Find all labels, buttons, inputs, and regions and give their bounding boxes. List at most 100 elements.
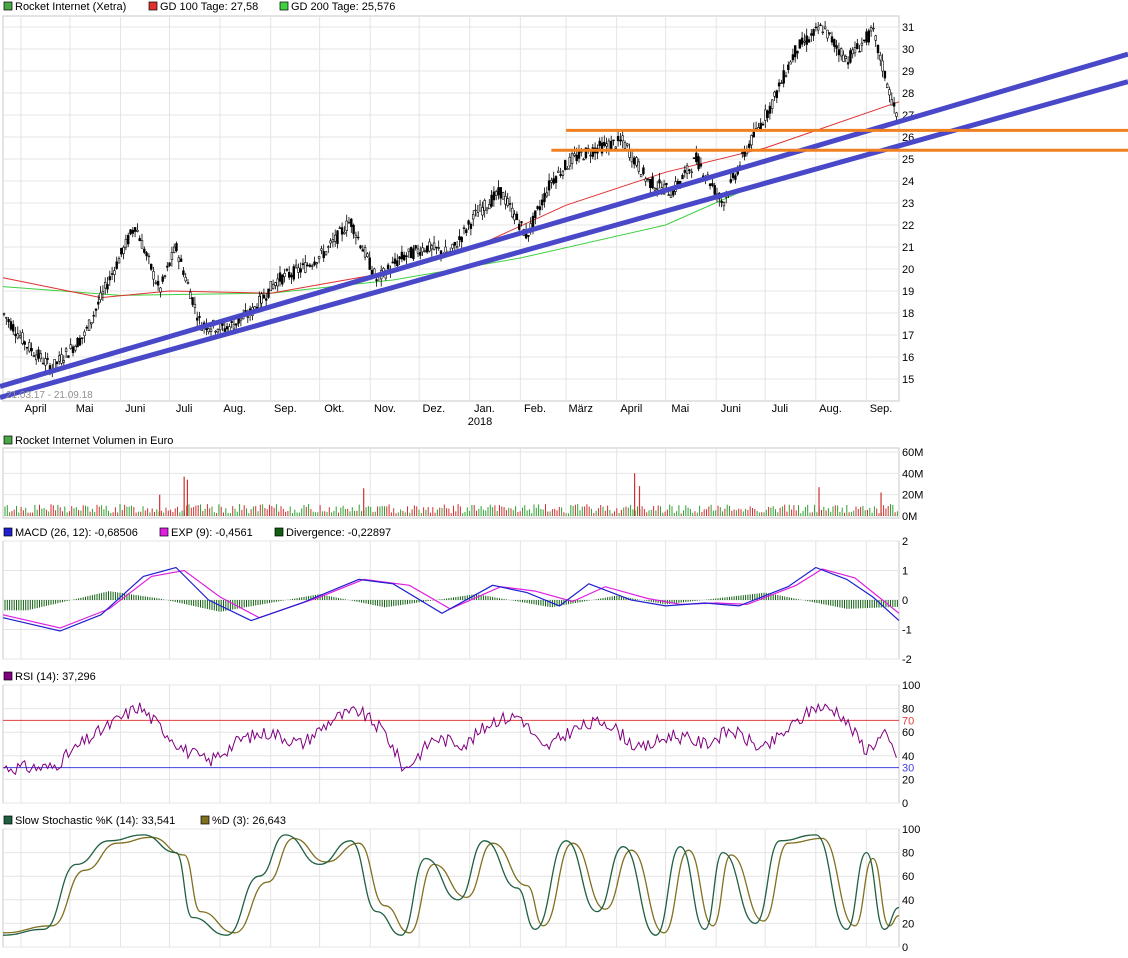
candle-body (858, 51, 861, 53)
candle-body (92, 315, 95, 317)
candle-body (292, 266, 295, 280)
candle-body (883, 70, 887, 79)
candle-body (658, 179, 661, 184)
candle-body (515, 213, 519, 220)
candle-body (327, 246, 330, 248)
candle-body (9, 321, 13, 330)
y-tick-label: 1 (902, 566, 908, 578)
candle-body (844, 56, 848, 60)
candle-body (770, 99, 774, 110)
candle-body (791, 54, 795, 61)
candle-body (122, 247, 125, 254)
candle-body (400, 251, 404, 260)
candle-body (170, 252, 174, 260)
candle-body (474, 209, 477, 212)
y-tick-label: 100 (902, 680, 920, 692)
candle-body (67, 355, 70, 358)
candle-body (768, 105, 772, 114)
candle-body (115, 261, 118, 269)
candle-body (580, 151, 583, 153)
candle-body (697, 156, 700, 170)
candle-body (701, 175, 705, 177)
candle-body (570, 153, 574, 164)
candle-body (527, 235, 530, 237)
candle-body (849, 50, 852, 63)
y-tick-label: 24 (902, 176, 914, 188)
y-tick-label: 20 (902, 264, 914, 276)
volume-plot-frame (2, 447, 900, 519)
candle-body (499, 187, 502, 199)
candle-body (366, 253, 369, 257)
legend-swatch-macd (3, 527, 13, 537)
candle-body (276, 278, 279, 287)
candle-body (340, 227, 344, 235)
candle-body (630, 150, 634, 163)
candle-body (239, 318, 243, 321)
legend-stoch-k-label: Slow Stochastic %K (14): 33,541 (15, 815, 175, 827)
candle-body (71, 346, 75, 353)
candle-body (543, 193, 546, 202)
candle-body (460, 236, 463, 243)
candle-body (667, 194, 670, 196)
candle-body (419, 252, 422, 256)
date-range-label: 21.03.17 - 21.09.18 (6, 390, 93, 401)
candle-body (492, 191, 496, 201)
candle-body (269, 281, 272, 292)
candle-body (333, 234, 337, 242)
candle-body (28, 342, 31, 352)
candle-body (435, 246, 438, 249)
x-tick-label: Aug. (223, 403, 246, 415)
candle-body (609, 140, 613, 150)
candle-body (391, 261, 394, 264)
y-tick-label: 0 (902, 798, 908, 810)
candle-body (828, 32, 831, 34)
candle-body (513, 213, 516, 221)
trendline (0, 79, 1128, 400)
candle-body (152, 271, 155, 280)
price-legend: Rocket Internet (Xetra) GD 100 Tage: 27,… (3, 1, 395, 13)
candle-body (557, 170, 560, 173)
y-tick-label: 20M (902, 490, 923, 502)
candle-body (644, 178, 647, 182)
candle-body (566, 168, 569, 170)
candle-body (729, 179, 733, 183)
candle-body (260, 293, 263, 304)
candle-body (816, 26, 820, 31)
candle-body (632, 157, 636, 165)
y-tick-label: 25 (902, 154, 914, 166)
y-tick-label: 16 (902, 352, 914, 364)
candle-body (497, 187, 500, 196)
resistance-lines (551, 128, 1128, 152)
candle-body (416, 248, 420, 254)
legend-swatch-gd100 (148, 1, 158, 11)
candle-body (766, 110, 769, 118)
candle-body (402, 254, 406, 261)
candle-body (5, 317, 8, 319)
candle-body (807, 39, 811, 43)
y-tick-label: 40 (902, 895, 914, 907)
candle-body (347, 221, 351, 224)
candle-body (626, 143, 629, 146)
candle-body (198, 316, 201, 318)
candle-body (835, 45, 838, 49)
candle-body (258, 295, 261, 310)
candle-body (616, 135, 620, 141)
candle-body (830, 36, 834, 43)
candle-body (764, 109, 767, 121)
candle-body (294, 264, 298, 268)
candle-body (605, 143, 608, 147)
candle-body (787, 64, 790, 70)
candle-body (329, 240, 332, 244)
candle-body (193, 303, 197, 308)
candle-body (669, 194, 673, 198)
candle-body (12, 324, 15, 332)
legend-macd-label: MACD (26, 12): -0,68506 (15, 527, 138, 539)
y-tick-label: 2 (902, 536, 908, 548)
y-tick-label: 0M (902, 511, 917, 523)
x-tick-label: April (620, 403, 642, 415)
candle-body (517, 223, 521, 230)
rsi-panel: RSI (14): 37,296 100 80 60 40 20 0 70 30 (2, 671, 920, 810)
x-tick-label: Okt. (324, 403, 344, 415)
legend-swatch-rsi (3, 671, 13, 681)
y-tick-label: 20 (902, 774, 914, 786)
